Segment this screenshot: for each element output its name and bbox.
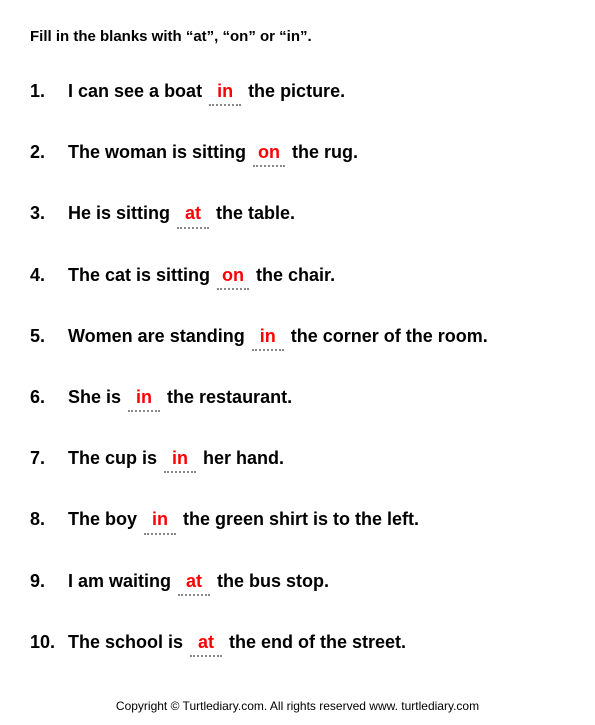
question-text: The boy in the green shirt is to the lef… xyxy=(68,507,565,534)
text-after: the chair. xyxy=(251,265,335,285)
answer-blank: in xyxy=(144,507,176,534)
question-row: 3. He is sitting at the table. xyxy=(30,201,565,228)
question-row: 1. I can see a boat in the picture. xyxy=(30,79,565,106)
answer-blank: in xyxy=(252,324,284,351)
question-number: 2. xyxy=(30,142,68,163)
question-row: 10. The school is at the end of the stre… xyxy=(30,630,565,657)
question-list: 1. I can see a boat in the picture. 2. T… xyxy=(30,79,565,657)
answer-blank: on xyxy=(253,140,285,167)
question-row: 2. The woman is sitting on the rug. xyxy=(30,140,565,167)
answer-blank: on xyxy=(217,263,249,290)
question-number: 7. xyxy=(30,448,68,469)
answer-blank: in xyxy=(128,385,160,412)
question-text: I am waiting at the bus stop. xyxy=(68,569,565,596)
question-number: 10. xyxy=(30,632,68,653)
text-before: The boy xyxy=(68,509,142,529)
question-row: 8. The boy in the green shirt is to the … xyxy=(30,507,565,534)
text-before: The school is xyxy=(68,632,188,652)
question-text: Women are standing in the corner of the … xyxy=(68,324,565,351)
text-after: the table. xyxy=(211,203,295,223)
question-text: He is sitting at the table. xyxy=(68,201,565,228)
question-number: 6. xyxy=(30,387,68,408)
text-before: Women are standing xyxy=(68,326,250,346)
text-before: The woman is sitting xyxy=(68,142,251,162)
text-after: the restaurant. xyxy=(162,387,292,407)
answer-blank: at xyxy=(190,630,222,657)
question-text: The woman is sitting on the rug. xyxy=(68,140,565,167)
text-after: the corner of the room. xyxy=(286,326,488,346)
question-number: 8. xyxy=(30,509,68,530)
question-text: The cup is in her hand. xyxy=(68,446,565,473)
text-before: The cup is xyxy=(68,448,162,468)
text-before: He is sitting xyxy=(68,203,175,223)
text-before: She is xyxy=(68,387,126,407)
question-text: I can see a boat in the picture. xyxy=(68,79,565,106)
text-before: I am waiting xyxy=(68,571,176,591)
instruction-text: Fill in the blanks with “at”, “on” or “i… xyxy=(30,28,565,45)
question-text: The cat is sitting on the chair. xyxy=(68,263,565,290)
answer-blank: at xyxy=(178,569,210,596)
text-after: the bus stop. xyxy=(212,571,329,591)
question-number: 1. xyxy=(30,81,68,102)
question-number: 3. xyxy=(30,203,68,224)
text-after: the picture. xyxy=(243,81,345,101)
answer-blank: at xyxy=(177,201,209,228)
question-number: 9. xyxy=(30,571,68,592)
answer-blank: in xyxy=(164,446,196,473)
question-number: 5. xyxy=(30,326,68,347)
text-before: I can see a boat xyxy=(68,81,207,101)
question-row: 7. The cup is in her hand. xyxy=(30,446,565,473)
text-after: the end of the street. xyxy=(224,632,406,652)
answer-blank: in xyxy=(209,79,241,106)
question-text: The school is at the end of the street. xyxy=(68,630,565,657)
text-after: her hand. xyxy=(198,448,284,468)
question-number: 4. xyxy=(30,265,68,286)
question-row: 5. Women are standing in the corner of t… xyxy=(30,324,565,351)
question-row: 4. The cat is sitting on the chair. xyxy=(30,263,565,290)
text-before: The cat is sitting xyxy=(68,265,215,285)
question-text: She is in the restaurant. xyxy=(68,385,565,412)
footer-copyright: Copyright © Turtlediary.com. All rights … xyxy=(0,699,595,713)
text-after: the green shirt is to the left. xyxy=(178,509,419,529)
question-row: 6. She is in the restaurant. xyxy=(30,385,565,412)
question-row: 9. I am waiting at the bus stop. xyxy=(30,569,565,596)
text-after: the rug. xyxy=(287,142,358,162)
